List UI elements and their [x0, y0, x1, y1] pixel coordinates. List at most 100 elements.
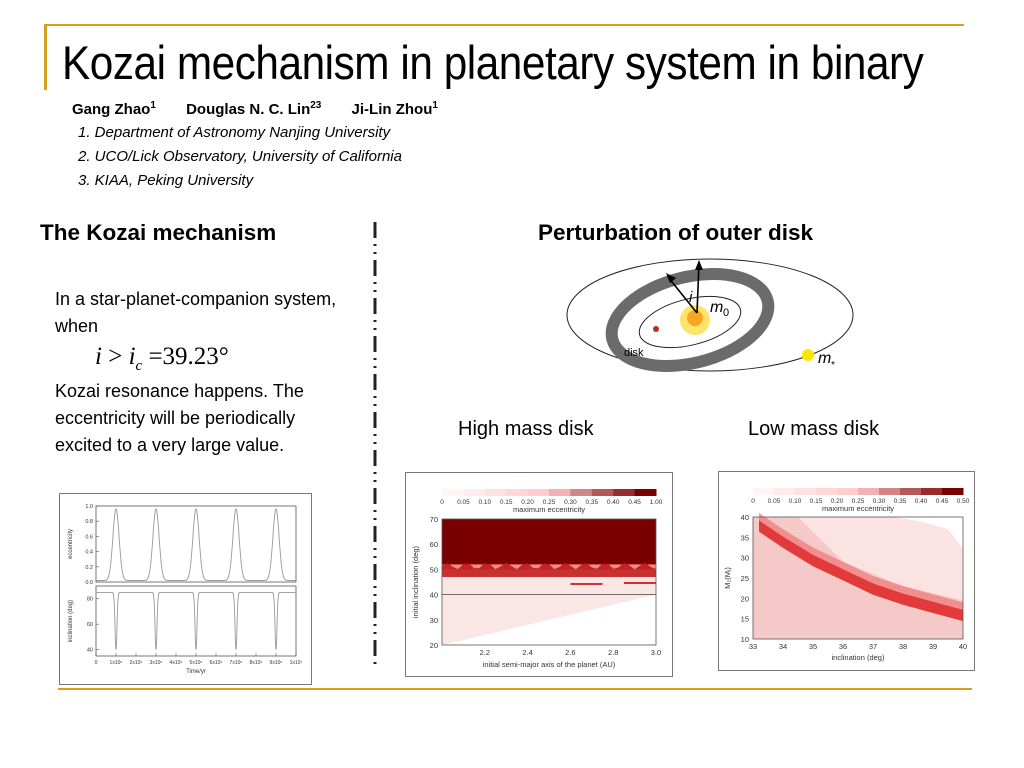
colorbar-tick-label: 0.30	[564, 499, 577, 506]
colorbar-tick-label: 0.35	[585, 499, 598, 506]
colorbar-tick-label: 0.05	[768, 498, 781, 505]
disk-label: disk	[624, 347, 644, 359]
author-name: Douglas N. C. Lin	[186, 101, 311, 118]
colorbar-cell	[795, 488, 817, 495]
ecc-y-tick-label: 0.0	[85, 580, 93, 586]
x-tick-label: 2.8	[608, 648, 618, 657]
colorbar-tick-label: 0.50	[957, 498, 970, 505]
inc-y-axis-label: inclination (deg)	[68, 600, 74, 642]
eccentricity-curve	[96, 508, 296, 581]
y-tick-label: 15	[741, 615, 749, 624]
colorbar-cell	[900, 488, 922, 495]
colorbar-cell	[942, 488, 964, 495]
ecc-y-tick-label: 0.2	[85, 565, 93, 571]
binary-orbit	[566, 258, 854, 372]
colorbar-tick-label: 0.45	[936, 498, 949, 505]
colorbar-cell	[591, 489, 614, 496]
planet-dot	[653, 326, 659, 332]
colorbar-cell	[613, 489, 636, 496]
colorbar-label: maximum eccentricity	[822, 504, 894, 513]
mstar-sub: *	[831, 360, 835, 371]
x-tick-label: 2.6	[565, 648, 575, 657]
colorbar-label: maximum eccentricity	[513, 505, 585, 514]
colorbar-tick-label: 0.05	[457, 499, 470, 506]
angular-momentum-arrow	[696, 262, 700, 314]
y-tick-label: 70	[430, 515, 438, 524]
heatmap-edge-band	[442, 562, 656, 577]
ecc-y-tick-label: 0.6	[85, 534, 93, 540]
colorbar-cell	[442, 489, 464, 496]
x-axis-label: initial semi-major axis of the planet (A…	[483, 660, 616, 669]
heatmap-blank-region	[894, 517, 963, 550]
heatmap-low-region	[442, 594, 656, 645]
colorbar-cell	[549, 489, 571, 496]
colorbar-tick-label: 0.15	[810, 498, 823, 505]
affiliation-3: 3. KIAA, Peking University	[78, 172, 254, 189]
x-tick-label: 8x10⁶	[250, 660, 263, 666]
ecc-frame	[95, 505, 297, 583]
inc-y-tick-label: 40	[87, 648, 93, 654]
y-tick-label: 40	[741, 513, 749, 522]
title-accent-line	[44, 24, 964, 26]
kozai-intro-text: In a star-planet-companion system, when	[55, 289, 337, 336]
x-tick-label: 34	[779, 642, 787, 651]
x-tick-label: 37	[869, 642, 877, 651]
y-tick-label: 25	[741, 574, 749, 583]
heatmap-frame	[752, 516, 964, 640]
x-tick-label: 1x10⁶	[110, 660, 123, 666]
author-list: Gang Zhao1 Douglas N. C. Lin23 Ji-Lin Zh…	[72, 100, 464, 118]
resonance-band-edge	[759, 512, 963, 610]
colorbar-tick-label: 0.20	[831, 498, 844, 505]
x-tick-label: 7x10⁶	[230, 660, 243, 666]
m0-label: m	[710, 299, 723, 316]
y-tick-label: 50	[430, 565, 438, 574]
x-tick-label: 9x10⁶	[270, 660, 283, 666]
y-tick-label: 20	[430, 641, 438, 650]
colorbar-tick-label: 0.40	[607, 499, 620, 506]
x-tick-label: 38	[899, 642, 907, 651]
colorbar-tick-label: 0	[440, 499, 444, 506]
colorbar-cell	[570, 489, 593, 496]
colorbar-tick-label: 0.25	[543, 499, 556, 506]
y-tick-label: 20	[741, 594, 749, 603]
colorbar-tick-label: 0.10	[789, 498, 802, 505]
colorbar-cell	[463, 489, 486, 496]
x-tick-label: 5x10⁶	[190, 660, 203, 666]
heatmap-streak	[570, 583, 603, 586]
disk-orbit-diagram: i m 0 disk m *	[566, 258, 854, 372]
colorbar-tick-label: 0.40	[915, 498, 928, 505]
eccentricity-inclination-plot: 0.0 0.2 0.4 0.6 0.8 1.0 40 60 80 0 1x10⁶ 2x10⁶ 3x10⁶…	[59, 493, 312, 685]
colorbar-tick-label: 0	[751, 498, 755, 505]
mstar-label: m	[818, 350, 831, 367]
affiliation-1: 1. Department of Astronomy Nanjing Unive…	[78, 124, 391, 141]
author-affil-sup: 1	[150, 100, 156, 111]
inclination-curve	[96, 591, 296, 650]
ecc-y-axis-label: eccentricity	[68, 529, 74, 559]
y-tick-label: 35	[741, 533, 749, 542]
inc-y-tick-label: 60	[87, 622, 93, 628]
column-divider	[373, 222, 377, 670]
heatmap-high-region	[442, 519, 656, 565]
low-mass-heatmap: 0 0.05 0.10 0.15 0.20 0.25 0.30 0.35 0.40 0.45 0.5…	[718, 471, 975, 671]
x-tick-label: 2.2	[480, 648, 490, 657]
ecc-y-tick-label: 0.4	[85, 550, 93, 556]
critical-inclination-formula: i > ic =39.23°	[95, 343, 229, 375]
x-axis-label: inclination (deg)	[832, 653, 885, 662]
x-tick-label: 33	[749, 642, 757, 651]
heatmap-frame	[441, 518, 657, 646]
colorbar-cell	[506, 489, 529, 496]
x-tick-label: 6x10⁶	[210, 660, 223, 666]
footer-accent-line	[58, 688, 972, 690]
colorbar-tick-label: 0.20	[521, 499, 534, 506]
colorbar-cell	[921, 488, 943, 495]
y-tick-label: 60	[430, 540, 438, 549]
formula-gt: >	[108, 343, 123, 370]
author-name: Gang Zhao	[72, 101, 151, 118]
high-mass-label: High mass disk	[458, 418, 594, 440]
colorbar-cell	[753, 488, 775, 495]
x-tick-label: 2.4	[522, 648, 532, 657]
y-tick-label: 30	[741, 554, 749, 563]
title-accent-bar	[44, 24, 47, 90]
inc-y-tick-label: 80	[87, 597, 93, 603]
x-tick-label: 35	[809, 642, 817, 651]
